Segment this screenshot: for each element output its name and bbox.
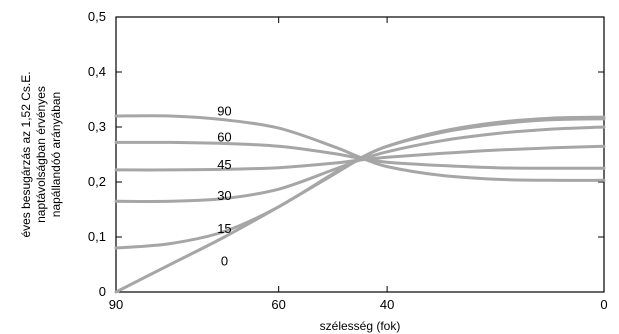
y-axis-title-line: naptávolságban érvényes xyxy=(34,86,48,223)
y-tick-label: 0,2 xyxy=(88,174,106,189)
plot-frame xyxy=(115,16,605,293)
y-tick-label: 0,3 xyxy=(88,119,106,134)
y-axis-title: éves besugárzás az 1,52 Cs.E. naptávolság… xyxy=(19,71,63,237)
x-tick-label: 90 xyxy=(109,297,123,312)
series-line-30 xyxy=(114,125,606,203)
x-tick-label: 60 xyxy=(271,297,285,312)
y-tick-label: 0,1 xyxy=(88,229,106,244)
y-tick-label: 0,4 xyxy=(88,64,106,79)
x-tick-label: 0 xyxy=(600,297,607,312)
series-label-30: 30 xyxy=(217,188,231,203)
series-label-90: 90 xyxy=(217,104,231,119)
series-label-45: 45 xyxy=(217,157,231,172)
x-axis-title: szélesség (fok) xyxy=(320,319,401,333)
y-tick-label: 0,5 xyxy=(88,9,106,24)
series-label-15: 15 xyxy=(217,221,231,236)
y-axis-title-line: napállandóó arányában xyxy=(49,92,63,217)
series-label-0: 0 xyxy=(221,254,228,269)
series-line-15 xyxy=(114,117,606,250)
series-label-60: 60 xyxy=(217,129,231,144)
y-tick-label: 0 xyxy=(99,284,106,299)
series-line-0 xyxy=(114,115,606,294)
series-line-60 xyxy=(114,140,606,170)
x-tick-label: 40 xyxy=(380,297,394,312)
y-axis-title-line: éves besugárzás az 1,52 Cs.E. xyxy=(19,71,33,237)
